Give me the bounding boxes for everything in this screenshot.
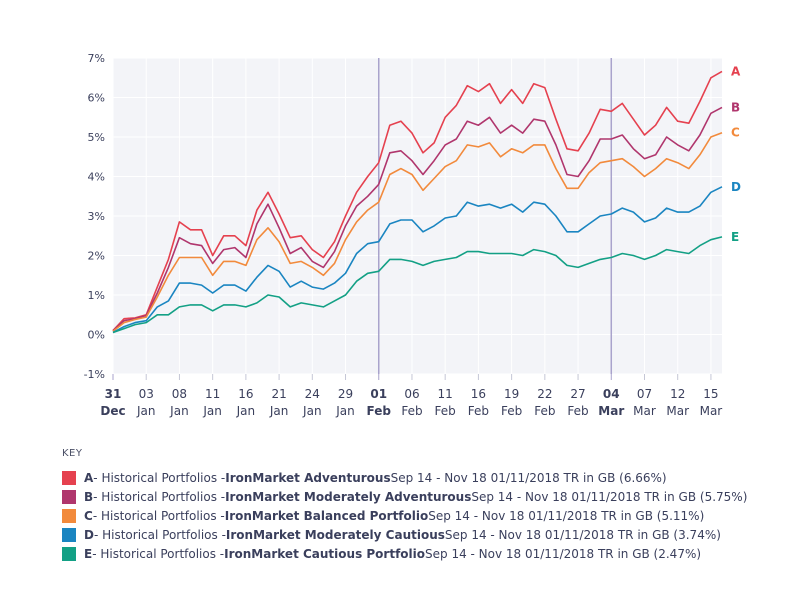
x-tick-day: 07	[637, 387, 652, 401]
y-tick-label: 1%	[88, 289, 105, 302]
series-line-d	[112, 186, 723, 334]
x-tick-day: 27	[570, 387, 585, 401]
series-line-c	[112, 131, 723, 332]
legend-prefix: - Historical Portfolios -	[92, 508, 225, 523]
series-end-label-e: E	[731, 230, 739, 244]
legend-letter: A	[84, 470, 94, 485]
series-end-label-d: D	[731, 180, 741, 194]
legend-prefix: - Historical Portfolios -	[93, 527, 226, 542]
x-tick-month: Feb	[534, 404, 555, 418]
y-tick-label: -1%	[84, 368, 105, 381]
x-tick-day: 11	[205, 387, 220, 401]
legend-letter: E	[84, 546, 93, 561]
y-tick-label: 3%	[88, 210, 105, 223]
series-end-label-b: B	[731, 100, 740, 114]
legend-item-c[interactable]: C - Historical Portfolios - IronMarket B…	[62, 506, 747, 525]
series-end-label-a: A	[731, 64, 741, 78]
x-tick-day: 19	[504, 387, 519, 401]
legend-prefix: - Historical Portfolios -	[92, 546, 225, 561]
x-tick-day: 31	[105, 387, 122, 401]
x-tick-day: 24	[305, 387, 320, 401]
y-tick-label: 2%	[88, 250, 105, 263]
x-tick-month: Mar	[666, 404, 689, 418]
legend-swatch-a	[62, 470, 76, 485]
legend-portfolio-name: IronMarket Moderately Adventurous	[225, 489, 472, 504]
legend-prefix: - Historical Portfolios -	[93, 489, 226, 504]
x-tick-month: Mar	[598, 404, 624, 418]
x-tick-day: 11	[438, 387, 453, 401]
series-line-b	[112, 106, 723, 332]
x-tick-day: 16	[238, 387, 253, 401]
legend-portfolio-name: IronMarket Moderately Cautious	[225, 527, 445, 542]
x-tick-month: Feb	[501, 404, 522, 418]
x-tick-day: 03	[139, 387, 154, 401]
x-tick-month: Jan	[202, 404, 222, 418]
line-chart: -1% 0% 1% 2% 3% 4% 5% 6% 7% 31 Dec 03 Jan 08 Jan 11 Jan 1…	[84, 52, 741, 418]
x-tick-month: Jan	[302, 404, 322, 418]
legend-item-a[interactable]: A - Historical Portfolios - IronMarket A…	[62, 468, 747, 487]
legend-swatch-e	[62, 546, 76, 561]
x-tick-month: Jan	[335, 404, 355, 418]
legend-letter: C	[84, 508, 93, 523]
x-tick-month: Feb	[367, 404, 392, 418]
x-tick-day: 29	[338, 387, 353, 401]
x-tick-month: Mar	[700, 404, 723, 418]
x-tick-month: Feb	[401, 404, 422, 418]
legend-prefix: - Historical Portfolios -	[93, 470, 226, 485]
legend-suffix: Sep 14 - Nov 18 01/11/2018 TR in GB (3.7…	[444, 527, 721, 542]
x-tick-day: 04	[603, 387, 620, 401]
legend-suffix: Sep 14 - Nov 18 01/11/2018 TR in GB (6.6…	[390, 470, 667, 485]
legend-item-b[interactable]: B - Historical Portfolios - IronMarket M…	[62, 487, 747, 506]
y-tick-label: 7%	[88, 52, 105, 65]
x-tick-month: Mar	[633, 404, 656, 418]
legend-letter: D	[84, 527, 94, 542]
x-tick-day: 15	[703, 387, 718, 401]
series-line-e	[112, 236, 723, 334]
x-tick-month: Jan	[136, 404, 156, 418]
y-tick-label: 4%	[88, 171, 105, 184]
legend-portfolio-name: IronMarket Adventurous	[225, 470, 391, 485]
x-tick-day: 12	[670, 387, 685, 401]
x-tick-day: 16	[471, 387, 486, 401]
x-tick-day: 06	[404, 387, 419, 401]
legend: A - Historical Portfolios - IronMarket A…	[62, 468, 747, 563]
x-tick-month: Dec	[100, 404, 125, 418]
legend-swatch-b	[62, 489, 76, 504]
legend-swatch-c	[62, 508, 76, 523]
x-tick-month: Feb	[567, 404, 588, 418]
key-title: KEY	[62, 448, 83, 459]
y-tick-label: 6%	[88, 92, 105, 105]
series-end-label-c: C	[731, 126, 740, 140]
legend-swatch-d	[62, 527, 76, 542]
y-tick-label: 0%	[88, 329, 105, 342]
y-tick-label: 5%	[88, 131, 105, 144]
x-tick-day: 22	[537, 387, 552, 401]
x-tick-day: 08	[172, 387, 187, 401]
legend-portfolio-name: IronMarket Balanced Portfolio	[224, 508, 429, 523]
x-tick-day: 01	[370, 387, 387, 401]
legend-suffix: Sep 14 - Nov 18 01/11/2018 TR in GB (5.1…	[428, 508, 705, 523]
legend-item-d[interactable]: D - Historical Portfolios - IronMarket M…	[62, 525, 747, 544]
x-tick-month: Jan	[169, 404, 189, 418]
series-line-a	[112, 70, 723, 332]
legend-portfolio-name: IronMarket Cautious Portfolio	[224, 546, 426, 561]
x-tick-month: Feb	[468, 404, 489, 418]
x-tick-day: 21	[271, 387, 286, 401]
legend-letter: B	[84, 489, 94, 504]
legend-suffix: Sep 14 - Nov 18 01/11/2018 TR in GB (5.7…	[471, 489, 748, 504]
legend-suffix: Sep 14 - Nov 18 01/11/2018 TR in GB (2.4…	[425, 546, 702, 561]
x-tick-month: Jan	[269, 404, 289, 418]
x-tick-month: Feb	[435, 404, 456, 418]
x-tick-month: Jan	[236, 404, 256, 418]
legend-item-e[interactable]: E - Historical Portfolios - IronMarket C…	[62, 544, 747, 563]
